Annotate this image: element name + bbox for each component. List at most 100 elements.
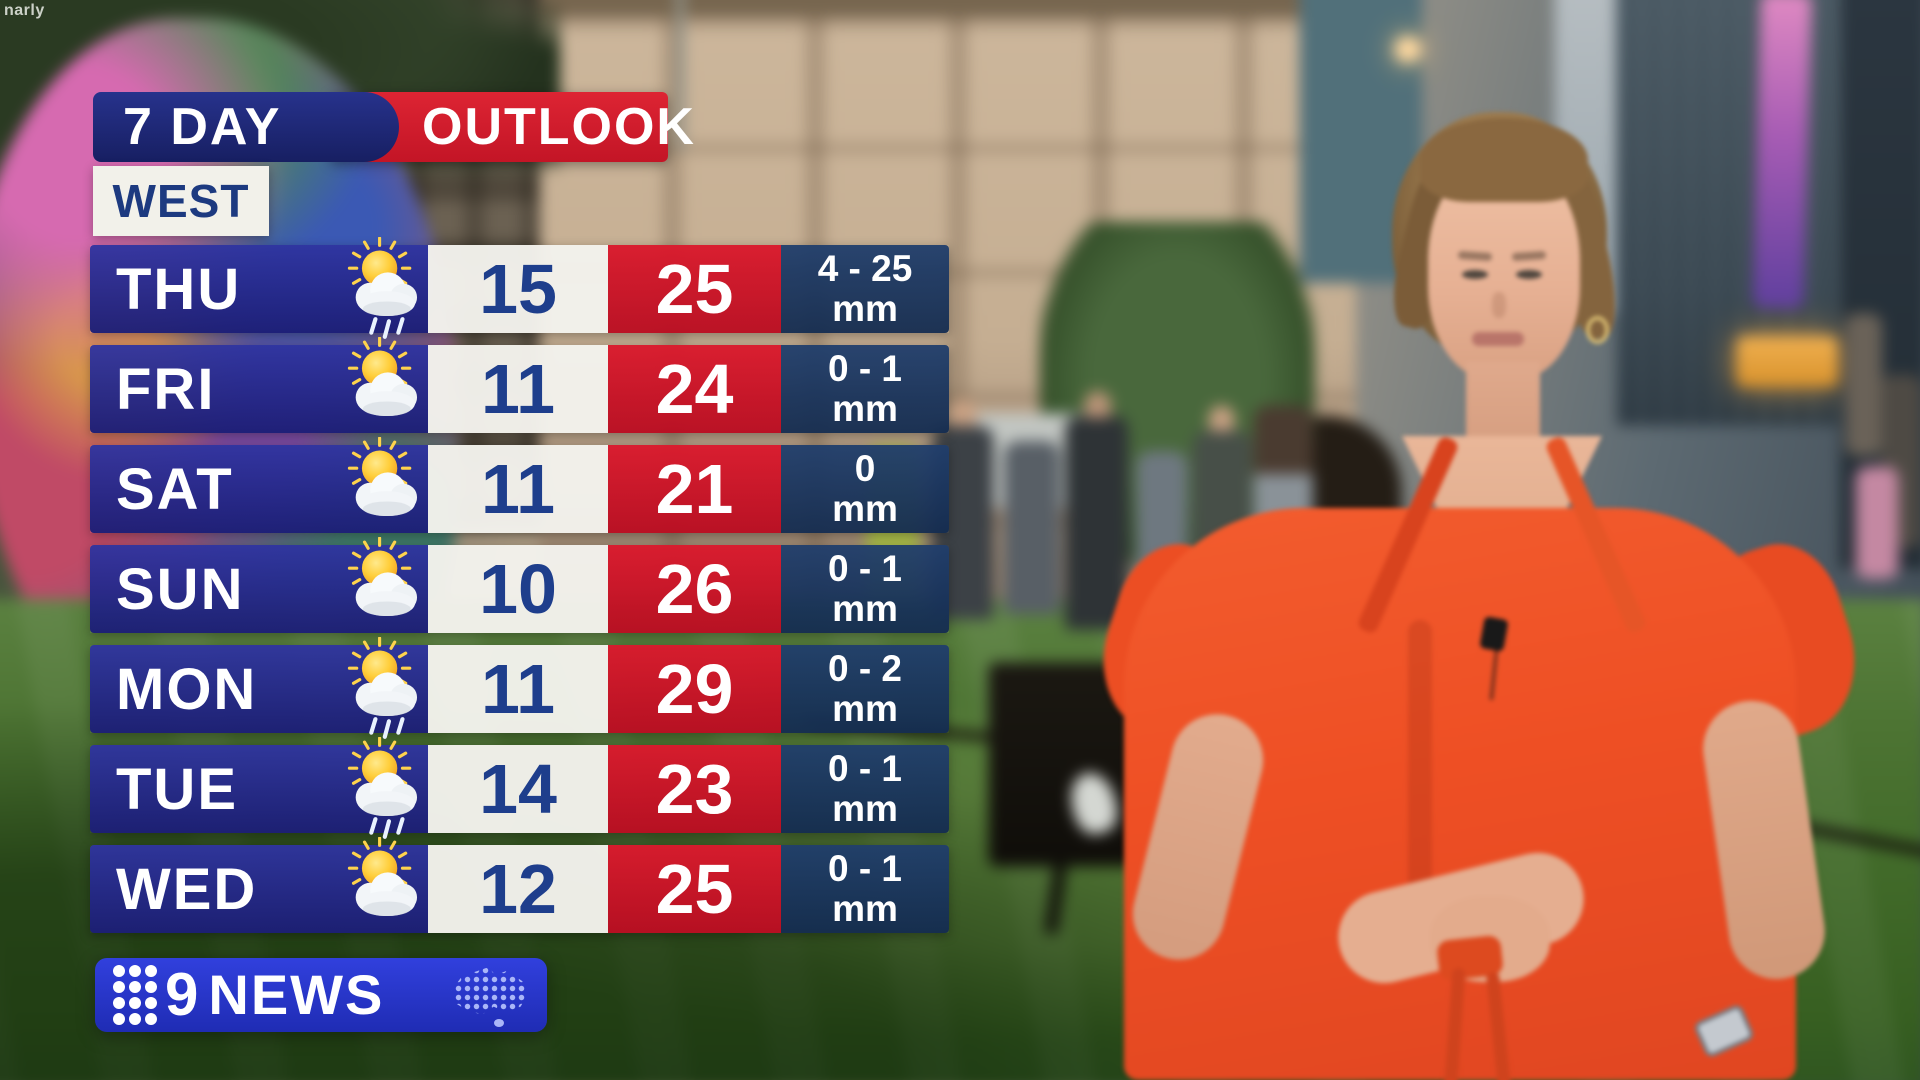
day-cell: TUE: [90, 736, 428, 839]
forecast-row-tue: TUE 14 23 0 - 1 mm: [90, 736, 949, 839]
low-temp-cell: 11: [428, 645, 608, 733]
day-cell: WED: [90, 836, 428, 933]
high-temp-cell: 26: [608, 545, 781, 633]
logo-dot: [145, 981, 157, 993]
forecast-row-mon: MON 11 29 0 - 2 mm: [90, 636, 949, 739]
weather-icon: [338, 636, 442, 741]
crowd-figure: [1003, 441, 1060, 615]
sun-cloud-rain-icon: [347, 236, 418, 339]
logo-dot: [129, 981, 141, 993]
sun-cloud-rain-icon: [347, 736, 418, 839]
day-cell: SUN: [90, 536, 428, 633]
logo-dot: [129, 965, 141, 977]
day-cell: SAT: [90, 436, 428, 533]
logo-dot: [129, 997, 141, 1009]
sun-cloud-icon: [347, 836, 418, 917]
rainfall-unit: mm: [832, 388, 898, 429]
forecast-row-sat: SAT 11 21 0 mm: [90, 436, 949, 533]
high-temp-cell: 29: [608, 645, 781, 733]
high-temp-cell: 21: [608, 445, 781, 533]
logo-dot: [113, 981, 125, 993]
presenter-lips: [1472, 332, 1524, 346]
watermark-text: narly: [4, 2, 45, 19]
day-label: SAT: [116, 456, 234, 522]
forecast-table: THU 15 25 4 - 25 mm FRI 11 24 0 - 1 mm SAT: [90, 236, 949, 945]
rainfall-unit: mm: [832, 888, 898, 929]
rainfall-unit: mm: [832, 288, 898, 329]
day-cell: FRI: [90, 336, 428, 433]
weather-icon: [338, 436, 442, 541]
logo-dot: [145, 965, 157, 977]
weather-icon: [338, 536, 442, 641]
rainfall-range: 4 - 25: [817, 248, 913, 290]
rainfall-cell: 0 mm: [781, 445, 949, 533]
day-label: SUN: [116, 556, 245, 622]
low-temp-cell: 11: [428, 445, 608, 533]
day-label: TUE: [116, 756, 238, 822]
nine-numeral: 9: [165, 961, 199, 1028]
forecast-row-fri: FRI 11 24 0 - 1 mm: [90, 336, 949, 433]
low-temp-cell: 14: [428, 745, 608, 833]
day-label: WED: [116, 856, 258, 922]
background-pole: [676, 0, 685, 151]
nine-news-logo: 9 NEWS: [95, 958, 547, 1032]
rainfall-range: 0: [854, 448, 876, 490]
low-temp-cell: 11: [428, 345, 608, 433]
australia-dot-field: [451, 967, 528, 1015]
presenter-eye: [1462, 270, 1488, 279]
logo-dot: [113, 965, 125, 977]
presenter-eye: [1516, 270, 1542, 279]
sun-cloud-icon: [347, 536, 418, 617]
low-temp-cell: 10: [428, 545, 608, 633]
presenter-dress-seam: [1408, 620, 1432, 920]
crowd-head: [1084, 391, 1111, 418]
rainfall-unit: mm: [832, 688, 898, 729]
presenter-earring: [1586, 316, 1609, 344]
forecast-row-sun: SUN 10 26 0 - 1 mm: [90, 536, 949, 633]
australia-map-icon: [445, 966, 529, 1027]
low-temp-cell: 12: [428, 845, 608, 933]
day-label: MON: [116, 656, 258, 722]
rainfall-cell: 0 - 2 mm: [781, 645, 949, 733]
rainfall-unit: mm: [832, 488, 898, 529]
rainfall-unit: mm: [832, 588, 898, 629]
rainfall-range: 0 - 1: [827, 548, 903, 590]
logo-dot: [145, 1013, 157, 1025]
presenter-nose: [1492, 292, 1506, 318]
crowd-head: [1208, 405, 1235, 431]
crowd-figure: [1855, 466, 1899, 579]
day-label: FRI: [116, 356, 216, 422]
high-temp-cell: 24: [608, 345, 781, 433]
rainfall-range: 0 - 1: [827, 848, 903, 890]
day-cell: MON: [90, 636, 428, 739]
tasmania-dot: [493, 1019, 504, 1027]
logo-dot: [129, 1013, 141, 1025]
rainfall-cell: 0 - 1 mm: [781, 345, 949, 433]
logo-dot: [113, 1013, 125, 1025]
crowd-figure: [1065, 415, 1129, 630]
header-7day-label: 7 DAY: [123, 98, 282, 156]
logo-dot: [113, 997, 125, 1009]
rainfall-cell: 0 - 1 mm: [781, 545, 949, 633]
day-cell: THU: [90, 236, 428, 339]
weather-icon: [338, 836, 442, 941]
sun-cloud-rain-icon: [347, 636, 418, 739]
high-temp-cell: 23: [608, 745, 781, 833]
weather-icon: [338, 236, 442, 341]
region-tag: WEST: [93, 166, 269, 236]
crowd-figure: [1845, 313, 1883, 457]
rainfall-unit: mm: [832, 788, 898, 829]
background-crowd-right: [1845, 313, 1920, 600]
crowd-head: [949, 399, 977, 426]
rainfall-cell: 0 - 1 mm: [781, 845, 949, 933]
presenter-hairline: [1420, 118, 1588, 202]
background-roofline: [539, 0, 1356, 18]
header-outlook-label: OUTLOOK: [422, 98, 696, 156]
rainfall-cell: 0 - 1 mm: [781, 745, 949, 833]
rainfall-range: 0 - 1: [827, 748, 903, 790]
news-wordmark: NEWS: [208, 963, 385, 1026]
day-label: THU: [116, 256, 242, 322]
